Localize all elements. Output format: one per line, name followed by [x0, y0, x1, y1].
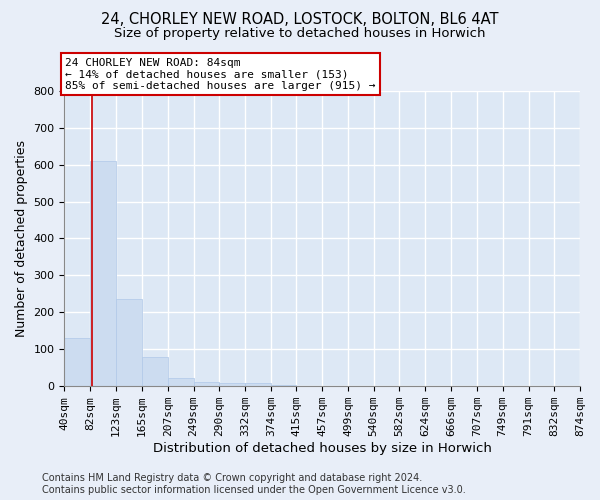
- Bar: [167, 378, 194, 386]
- Bar: [271, 385, 296, 386]
- X-axis label: Distribution of detached houses by size in Horwich: Distribution of detached houses by size …: [153, 442, 491, 455]
- Bar: [142, 356, 167, 386]
- Bar: [116, 298, 142, 386]
- Bar: [64, 338, 91, 386]
- Text: Contains HM Land Registry data © Crown copyright and database right 2024.
Contai: Contains HM Land Registry data © Crown c…: [42, 474, 466, 495]
- Text: Size of property relative to detached houses in Horwich: Size of property relative to detached ho…: [114, 28, 486, 40]
- Text: 24, CHORLEY NEW ROAD, LOSTOCK, BOLTON, BL6 4AT: 24, CHORLEY NEW ROAD, LOSTOCK, BOLTON, B…: [101, 12, 499, 28]
- Bar: [219, 384, 245, 386]
- Y-axis label: Number of detached properties: Number of detached properties: [15, 140, 28, 337]
- Bar: [194, 382, 219, 386]
- Text: 24 CHORLEY NEW ROAD: 84sqm
← 14% of detached houses are smaller (153)
85% of sem: 24 CHORLEY NEW ROAD: 84sqm ← 14% of deta…: [65, 58, 376, 90]
- Bar: [245, 384, 271, 386]
- Bar: [91, 161, 116, 386]
